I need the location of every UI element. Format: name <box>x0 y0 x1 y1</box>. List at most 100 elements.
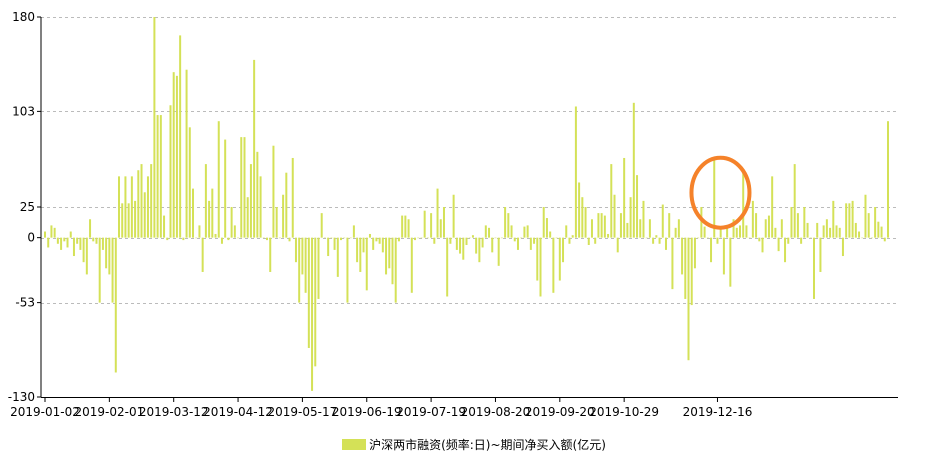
bar <box>858 231 861 238</box>
bar <box>484 225 487 238</box>
bar <box>272 145 275 238</box>
bar <box>716 237 719 244</box>
x-tick-label: 2019-05-17 <box>268 405 338 419</box>
bar <box>697 237 700 239</box>
bar <box>629 197 632 238</box>
x-tick-label: 2019-07-19 <box>396 405 466 419</box>
bar <box>664 237 667 250</box>
bar <box>401 215 404 238</box>
bar <box>645 237 648 239</box>
bar <box>436 188 439 238</box>
bar <box>404 215 407 238</box>
bar <box>66 237 69 248</box>
bar <box>182 237 185 241</box>
bar <box>233 225 236 238</box>
bar <box>864 194 867 238</box>
bar <box>417 237 420 239</box>
bar <box>832 200 835 238</box>
bar <box>870 237 873 239</box>
bar <box>237 237 240 239</box>
bar <box>150 164 153 238</box>
bar <box>72 237 75 257</box>
gridlines <box>41 17 898 304</box>
bar <box>388 237 391 269</box>
bar <box>256 151 259 238</box>
highlight-circle <box>689 155 752 230</box>
bar <box>169 105 172 238</box>
bar <box>883 237 886 242</box>
bar <box>581 197 584 238</box>
bar <box>114 237 117 373</box>
bar <box>172 72 175 238</box>
bar <box>375 237 378 242</box>
bar <box>76 237 79 244</box>
bar <box>613 194 616 238</box>
bar <box>433 237 436 244</box>
bar <box>632 102 635 238</box>
bar <box>378 237 381 244</box>
bar <box>220 237 223 244</box>
bar <box>681 237 684 275</box>
bar <box>555 237 558 239</box>
bar <box>623 157 626 238</box>
bar <box>516 237 519 250</box>
bar <box>227 237 230 241</box>
bar <box>816 222 819 238</box>
bar <box>500 237 503 239</box>
bar <box>536 237 539 281</box>
bar <box>121 203 124 238</box>
legend-label: 沪深两市融资(频率:日)~期间净买入额(亿元) <box>369 438 606 452</box>
bar <box>616 237 619 253</box>
bar <box>204 164 207 238</box>
bar <box>455 237 458 250</box>
bar <box>368 233 371 238</box>
bar <box>468 237 471 239</box>
bar <box>822 225 825 238</box>
bar <box>497 237 500 266</box>
bar <box>771 176 774 238</box>
bar <box>652 237 655 244</box>
bar <box>426 237 429 239</box>
bar <box>578 182 581 238</box>
bar <box>825 219 828 238</box>
bar <box>790 207 793 238</box>
bar <box>124 176 127 238</box>
bar <box>214 233 217 238</box>
bar-series <box>44 17 889 391</box>
bar <box>60 237 63 250</box>
bar <box>217 121 220 238</box>
bar <box>294 237 297 263</box>
bar <box>340 237 343 241</box>
bar <box>648 219 651 238</box>
bar <box>513 237 516 242</box>
bar <box>877 221 880 238</box>
x-tick-label: 2019-02-01 <box>74 405 144 419</box>
bar <box>874 207 877 238</box>
bar <box>452 194 455 238</box>
bar <box>414 237 417 241</box>
bar <box>478 237 481 263</box>
y-tick-label: 0 <box>27 231 35 245</box>
bar <box>407 219 410 238</box>
bar <box>346 237 349 303</box>
bar <box>562 237 565 263</box>
bar <box>642 200 645 238</box>
bar <box>597 213 600 238</box>
bar <box>526 225 529 238</box>
highlight-ellipse <box>689 155 752 230</box>
bar <box>430 213 433 238</box>
bar <box>224 139 227 238</box>
y-tick-label: -53 <box>15 296 35 310</box>
bar <box>690 237 693 306</box>
bar <box>304 237 307 293</box>
bar <box>323 237 326 239</box>
bar <box>755 213 758 238</box>
bar <box>806 222 809 238</box>
bar <box>246 197 249 238</box>
bar <box>658 237 661 244</box>
x-tick-label: 2019-03-12 <box>139 405 209 419</box>
bar <box>98 237 101 303</box>
bar <box>848 203 851 238</box>
bar <box>166 237 169 241</box>
bar <box>745 225 748 238</box>
